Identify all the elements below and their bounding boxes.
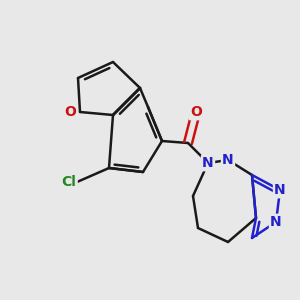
Text: N: N xyxy=(274,183,286,197)
Text: O: O xyxy=(190,105,202,119)
Text: N: N xyxy=(222,153,234,167)
Text: Cl: Cl xyxy=(61,175,76,189)
Text: N: N xyxy=(202,156,214,170)
Text: N: N xyxy=(270,215,282,229)
Text: O: O xyxy=(64,105,76,119)
